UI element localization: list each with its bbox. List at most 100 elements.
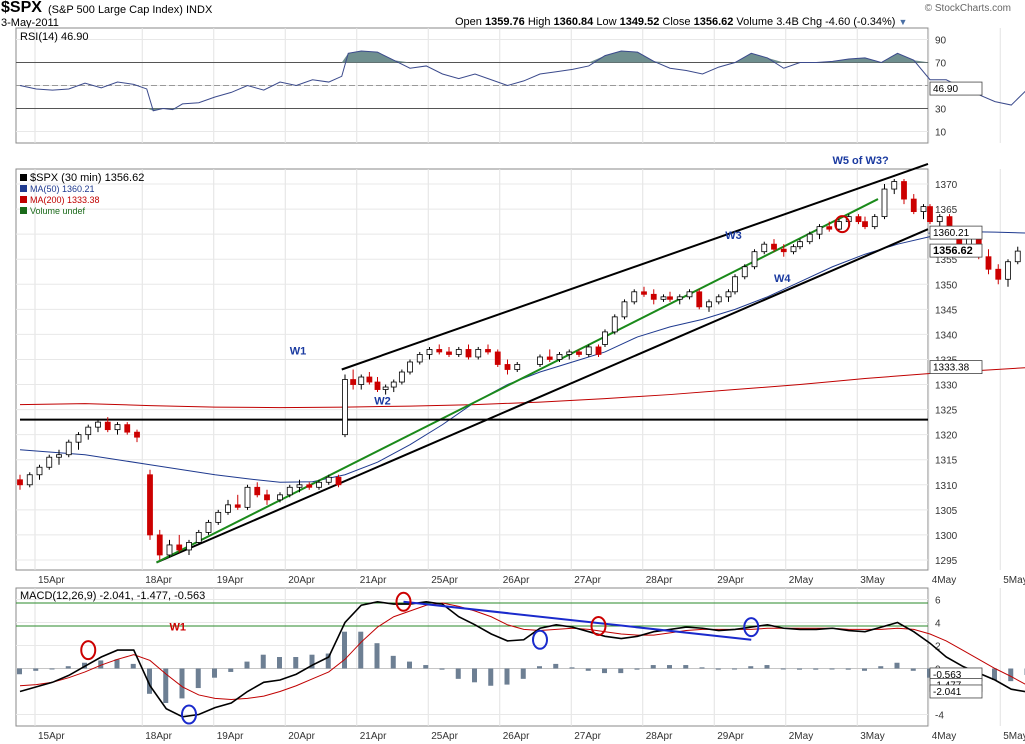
macd-histogram-bar (390, 655, 396, 669)
candle-body (761, 243, 768, 253)
macd-wave-label: W1 (170, 622, 187, 634)
price-value-tag: 1356.62 (933, 245, 973, 257)
candle-body (225, 504, 231, 513)
candle-body (366, 376, 373, 383)
candle-body (537, 356, 543, 365)
candle-body (910, 198, 917, 213)
x-tick-label: 5May (1003, 731, 1025, 742)
candle-body (920, 206, 927, 213)
candle-body (485, 349, 491, 353)
candle-body (46, 456, 53, 468)
x-tick-label: 27Apr (574, 731, 601, 742)
candle-body (771, 243, 777, 250)
candle-body (576, 351, 582, 355)
open-label: Open (455, 16, 482, 28)
x-tick-label: 20Apr (288, 575, 315, 586)
x-tick-label: 29Apr (717, 731, 744, 742)
macd-annotation-circle (532, 629, 548, 650)
x-tick-label: 2May (789, 731, 813, 742)
candle-body (556, 354, 563, 360)
macd-histogram-bar (894, 662, 900, 669)
candle-body (382, 386, 389, 390)
candle-body (446, 351, 452, 355)
candle-body (465, 349, 472, 358)
candle-body (780, 248, 787, 253)
candle-body (335, 476, 342, 486)
candle-body (504, 364, 511, 370)
x-tick-label: 26Apr (503, 575, 530, 586)
macd-histogram-bar (374, 643, 380, 669)
candle-body (725, 291, 732, 298)
candle-body (195, 532, 202, 543)
candle-body (790, 246, 797, 253)
macd-histogram-bar (358, 631, 364, 669)
candle-body (927, 206, 933, 223)
macd-histogram-bar (277, 657, 282, 669)
price-y-tick: 1365 (935, 205, 958, 216)
x-tick-label: 27Apr (574, 575, 601, 586)
macd-histogram-bar (17, 668, 22, 675)
ohlc-summary: Open 1359.76 High 1360.84 Low 1349.52 Cl… (455, 16, 907, 28)
x-tick-label: 28Apr (646, 731, 673, 742)
price-legend-text: MA(200) 1333.38 (30, 195, 100, 205)
macd-histogram-bar (260, 654, 266, 669)
wave-label: W1 (290, 345, 307, 357)
candle-body (215, 511, 222, 523)
high-label: High (527, 16, 551, 28)
candle-body (936, 216, 943, 223)
macd-histogram-bar (813, 668, 819, 670)
x-tick-label: 15Apr (38, 575, 65, 586)
volume-value: 3.4B (776, 16, 799, 28)
close-value: 1356.62 (693, 16, 734, 28)
candle-body (358, 376, 365, 385)
candle-body (186, 542, 192, 551)
rsi-y-tick: 90 (935, 36, 947, 47)
candle-body (650, 293, 657, 300)
x-tick-label: 2May (789, 575, 813, 586)
price-trendline (156, 198, 879, 564)
x-tick-label: 3May (860, 731, 884, 742)
candle-body (696, 291, 703, 308)
macd-histogram-bar (407, 661, 412, 669)
wave-label: W4 (774, 273, 791, 285)
macd-histogram-bar (212, 668, 217, 678)
candle-body (56, 454, 62, 458)
macd-value-tag-box (929, 684, 983, 699)
x-tick-label: 18Apr (145, 731, 172, 742)
chg-value: -4.60 (-0.34%) (825, 16, 896, 28)
candle-body (306, 484, 313, 488)
candle-body (514, 364, 521, 370)
rsi-line (19, 50, 1025, 112)
x-tick-label: 25Apr (431, 575, 458, 586)
rsi-legend: RSI(14) 46.90 (20, 31, 88, 43)
candle-body (176, 544, 183, 551)
wave-label: W5 of W3? (833, 155, 889, 167)
price-legend-text: $SPX (30 min) 1356.62 (30, 172, 144, 184)
price-y-tick: 1320 (935, 431, 958, 442)
candle-body (205, 521, 212, 533)
symbol-name: (S&P 500 Large Cap Index) INDX (48, 4, 213, 16)
macd-histogram-bar (927, 668, 932, 678)
candle-body (75, 434, 82, 443)
volume-label: Volume (736, 16, 774, 28)
macd-pane-frame (15, 587, 929, 727)
price-trendline (156, 228, 929, 564)
candle-body (816, 226, 823, 235)
x-tick-label: 15Apr (38, 731, 65, 742)
x-tick-label: 26Apr (503, 731, 530, 742)
triangle-down-icon[interactable]: ▼ (898, 17, 908, 27)
price-legend-swatch (20, 207, 27, 214)
candle-body (862, 221, 868, 228)
macd-histogram-bar (114, 659, 120, 669)
candle-body (546, 356, 553, 360)
candle-body (156, 534, 163, 556)
macd-y-tick: 4 (935, 619, 941, 630)
candle-body (660, 296, 667, 300)
macd-histogram-bar (488, 668, 494, 686)
candle-body (316, 481, 322, 488)
x-tick-label: 21Apr (360, 731, 387, 742)
macd-histogram-bar (602, 668, 607, 674)
price-legend-swatch (20, 185, 27, 192)
x-tick-label: 19Apr (217, 575, 244, 586)
